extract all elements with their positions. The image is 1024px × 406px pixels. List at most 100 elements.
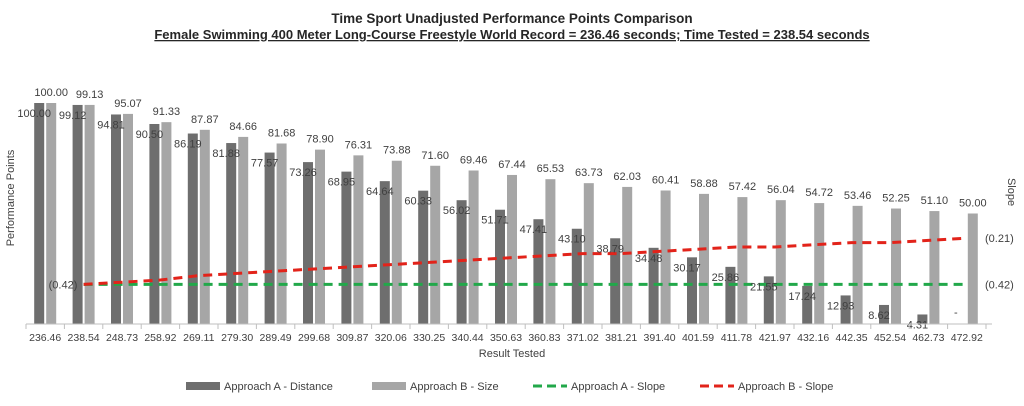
bar-approach-a [226,143,237,324]
x-tick-label: 330.25 [413,332,445,344]
x-tick-label: 452.54 [874,332,906,344]
bar-approach-a [763,276,774,324]
bar-approach-a [341,171,352,324]
bar-approach-a [879,304,889,324]
bar-approach-a [571,228,582,324]
slope-label-approach-b-end: (0.21) [985,233,1014,245]
x-tick-label: 350.63 [490,332,522,344]
bar-approach-a [648,247,659,324]
data-label-approach-a: - [954,307,958,319]
data-label-approach-b: 57.42 [729,181,757,193]
data-label-approach-b: 67.44 [498,159,526,171]
data-label-approach-b: 81.68 [268,127,296,139]
bar-approach-b [967,213,978,324]
bar-approach-a [840,295,851,324]
x-tick-label: 248.73 [106,332,138,344]
chart-title: Time Sport Unadjusted Performance Points… [331,11,692,26]
x-tick-label: 360.83 [528,332,560,344]
bar-approach-b [430,165,441,324]
data-label-approach-a: 86.19 [174,139,202,151]
data-label-approach-a: 8.62 [868,310,889,322]
data-label-approach-a: 4.31 [907,319,928,331]
data-label-approach-b: 65.53 [537,163,565,175]
legend-swatch-approach-a-distance [186,382,220,390]
bar-approach-b [507,174,517,324]
x-tick-label: 258.92 [144,332,176,344]
bar-approach-b [468,170,479,324]
x-tick-label: 309.87 [336,332,368,344]
data-label-approach-a: 51.71 [481,215,509,227]
data-label-approach-b: 91.33 [153,106,181,118]
x-tick-label: 381.21 [605,332,637,344]
data-label-approach-a: 12.93 [827,300,855,312]
data-label-approach-a: 34.48 [635,253,663,265]
data-label-approach-b: 95.07 [114,98,142,110]
bar-approach-b [775,200,786,324]
bar-approach-a [533,219,544,324]
bar-approach-b [545,179,556,324]
legend-label-approach-a-slope: Approach A - Slope [571,381,665,393]
data-label-approach-a: 21.55 [750,281,778,293]
data-label-approach-b: 73.88 [383,145,411,157]
bar-approach-a [725,266,736,324]
x-tick-label: 299.68 [298,332,330,344]
chart-subtitle: Female Swimming 400 Meter Long-Course Fr… [154,27,869,42]
bar-approach-b [84,104,95,324]
bar-approach-b [391,160,402,324]
data-label-approach-a: 94.81 [97,119,125,131]
bar-approach-a [802,285,813,324]
bar-approach-b [161,122,172,324]
legend-label-approach-b-size: Approach B - Size [410,381,499,393]
slope-label-start: (0.42) [49,279,78,291]
bar-approach-a [418,190,429,324]
bar-approach-a [34,103,45,324]
bar-approach-a [187,133,198,324]
x-tick-label: 289.49 [260,332,292,344]
bar-approach-b [46,103,57,324]
bar-approach-b [852,205,863,324]
bar-approach-a [456,200,467,324]
data-label-approach-b: 76.31 [345,139,373,151]
slope-label-approach-a-end: (0.42) [985,279,1014,291]
bar-approach-b [199,129,210,324]
data-label-approach-b: 54.72 [805,187,833,199]
data-label-approach-b: 99.13 [76,89,104,101]
data-label-approach-b: 53.46 [844,190,872,202]
bar-approach-a [303,162,313,324]
data-label-approach-a: 64.64 [366,186,394,198]
bar-approach-a [111,114,121,324]
x-tick-label: 442.35 [836,332,868,344]
x-tick-label: 279.30 [221,332,253,344]
bar-approach-b [583,183,594,324]
bar-approach-a [687,257,697,324]
bar-approach-a [264,152,275,324]
x-tick-label: 269.11 [183,332,214,344]
bar-approach-b [622,186,633,324]
data-label-approach-a: 43.10 [558,234,586,246]
bar-approach-b [238,136,249,324]
x-tick-label: 238.54 [68,332,100,344]
legend-swatch-approach-b-size [372,382,406,390]
x-axis-title: Result Tested [479,348,545,360]
data-label-approach-a: 56.02 [443,205,471,217]
bar-approach-b [737,197,748,324]
x-tick-label: 371.02 [567,332,599,344]
data-label-approach-a: 81.88 [212,148,240,160]
data-label-approach-a: 38.79 [596,243,624,255]
data-label-approach-b: 100.00 [34,87,68,99]
x-tick-label: 432.16 [797,332,829,344]
data-label-approach-a: 17.24 [788,291,816,303]
data-label-approach-a: 25.86 [712,272,740,284]
data-label-approach-a: 77.57 [251,158,279,170]
bar-approach-a [917,314,928,324]
x-tick-label: 462.73 [912,332,944,344]
bar-approach-b [353,155,364,324]
data-label-approach-b: 60.41 [652,174,680,186]
legend-label-approach-b-slope: Approach B - Slope [738,381,833,393]
data-label-approach-b: 69.46 [460,154,488,166]
data-label-approach-b: 84.66 [229,121,257,133]
data-label-approach-a: 60.33 [404,196,432,208]
bar-approach-b [814,203,825,324]
y2-axis-title: Slope [1005,178,1017,206]
